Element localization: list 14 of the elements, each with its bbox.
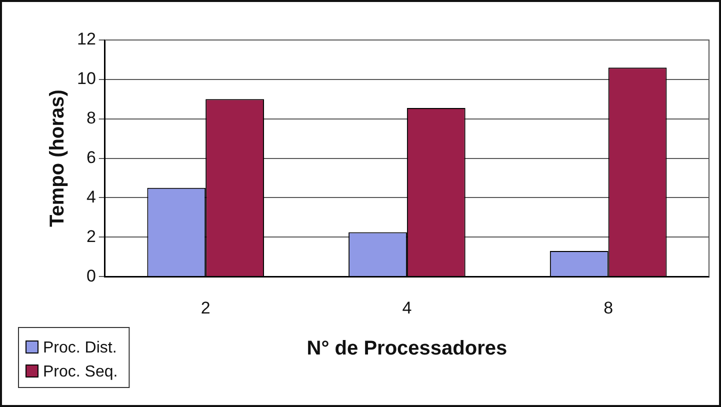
x-axis-title: N° de Processadores [306,338,508,360]
y-axis-title: Tempo (horas) [46,90,69,228]
x-tick-label: 2 [200,298,210,318]
x-tick-label: 8 [604,298,614,318]
y-tick-label: 8 [86,108,96,128]
y-tick-label: 10 [76,69,96,88]
legend-label: Proc. Dist. [43,339,117,356]
y-tick-label: 4 [86,187,96,206]
legend-label: Proc. Seq. [43,363,118,380]
y-tick-label: 6 [86,148,96,167]
y-tick-label: 0 [86,266,96,286]
x-tick-label: 4 [402,298,412,318]
y-tick-label: 2 [86,226,96,246]
y-tick-label: 12 [76,30,96,49]
